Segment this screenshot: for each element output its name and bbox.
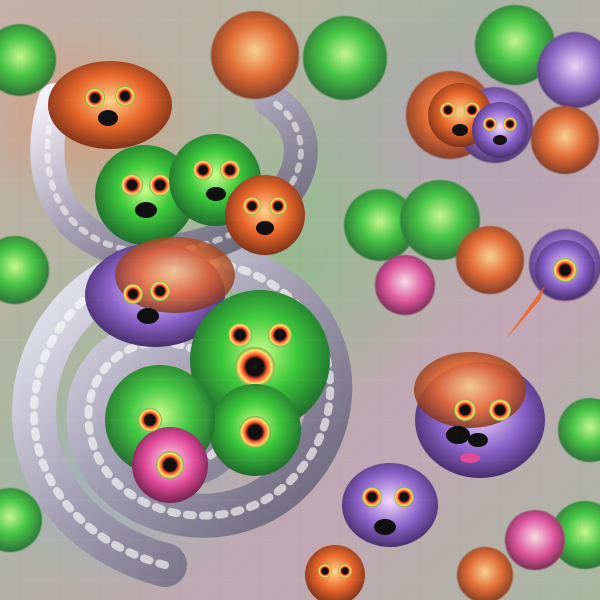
creature-face [48,61,172,149]
foreground-creatures [48,61,595,600]
creature-face [505,240,595,340]
creature-face [414,352,545,478]
creature-face [209,384,301,476]
creature-face [190,290,330,430]
creature-face [305,545,365,600]
creature-face [95,145,195,245]
creature-face [225,175,305,255]
creature-face [342,463,438,547]
creature-face [85,237,235,347]
creature-face [472,102,528,158]
spiral-center-eye [105,365,215,503]
